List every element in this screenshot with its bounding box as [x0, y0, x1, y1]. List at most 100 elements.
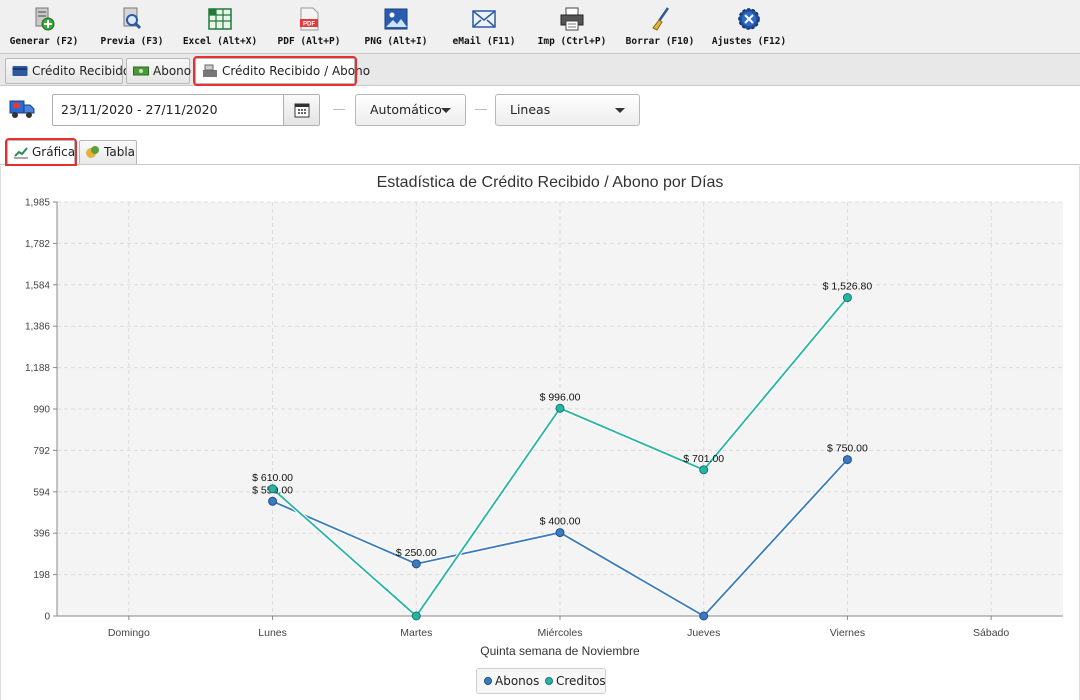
line-chart: Estadística de Crédito Recibido / Abono … — [25, 174, 1063, 658]
y-tick-label: 396 — [33, 529, 50, 540]
tab-credito-abono-label: Crédito Recibido / Abono — [222, 64, 371, 78]
settings-button[interactable]: Ajustes (F12) — [708, 2, 790, 52]
gear-icon — [738, 8, 760, 30]
excel-icon — [208, 8, 232, 30]
excel-label: Excel (Alt+X) — [182, 36, 258, 47]
print-label: Imp (Ctrl+P) — [537, 36, 607, 47]
legend-label-creditos: Creditos — [556, 674, 606, 688]
data-point-abonos — [842, 455, 852, 465]
generate-button[interactable]: Generar (F2) — [4, 2, 84, 52]
chart-type-select[interactable]: Lineas — [495, 94, 640, 126]
mode-select[interactable]: Automático — [355, 94, 466, 126]
png-image-icon — [384, 8, 408, 30]
chart-legend: Abonos Creditos — [476, 668, 606, 694]
legend-label-abonos: Abonos — [495, 674, 540, 688]
chart-type-select-value: Lineas — [510, 102, 551, 117]
broom-icon — [652, 7, 670, 31]
pdf-button[interactable]: PDF PDF (Alt+P) — [270, 2, 348, 52]
y-tick-label: 792 — [33, 446, 50, 457]
y-tick-label: 1,188 — [25, 363, 50, 374]
y-tick-label: 1,985 — [25, 198, 50, 209]
money-icon — [133, 66, 149, 76]
calendar-icon — [294, 103, 310, 118]
line-chart-icon — [14, 147, 28, 159]
data-point-abonos — [411, 559, 421, 569]
data-label-abonos: $ 750.00 — [827, 443, 868, 455]
data-point-creditos — [268, 484, 278, 494]
data-label-abonos: $ 400.00 — [540, 516, 581, 528]
mode-select-value: Automático — [370, 102, 442, 117]
separator — [475, 109, 487, 110]
table-icon — [86, 146, 99, 158]
tab-abono[interactable]: Abono — [126, 58, 192, 84]
card-icon — [12, 66, 28, 76]
data-point-creditos — [842, 293, 852, 303]
cash-register-icon — [203, 64, 217, 77]
tab-abono-label: Abono — [153, 64, 192, 78]
settings-label: Ajustes (F12) — [711, 36, 787, 47]
legend-dot-creditos — [545, 677, 553, 685]
y-tick-label: 594 — [33, 487, 50, 498]
legend-item-creditos: Creditos — [543, 669, 606, 693]
view-tabs: Gráfica Tabla — [0, 138, 1080, 166]
x-tick-label: Domingo — [108, 627, 150, 639]
tab-grafica-label: Gráfica — [32, 145, 76, 159]
png-button[interactable]: PNG (Alt+I) — [356, 2, 436, 52]
x-tick-label: Viernes — [830, 627, 865, 639]
chevron-down-icon — [441, 108, 451, 113]
tab-grafica[interactable]: Gráfica — [5, 138, 77, 166]
x-axis-title: Quinta semana de Noviembre — [480, 644, 640, 658]
excel-button[interactable]: Excel (Alt+X) — [180, 2, 260, 52]
data-point-creditos — [411, 611, 421, 621]
printer-icon — [560, 7, 584, 31]
delivery-truck-icon — [9, 100, 35, 118]
data-label-creditos: $ 1,526.80 — [823, 281, 873, 293]
data-label-creditos: $ 610.00 — [252, 472, 293, 484]
tab-tabla[interactable]: Tabla — [79, 140, 137, 164]
y-tick-label: 1,386 — [25, 322, 50, 333]
pdf-label: PDF (Alt+P) — [277, 36, 341, 47]
clear-button[interactable]: Borrar (F10) — [620, 2, 700, 52]
x-tick-label: Lunes — [258, 627, 287, 639]
email-label: eMail (F11) — [452, 36, 516, 47]
data-label-creditos: $ 996.00 — [540, 391, 581, 403]
clear-label: Borrar (F10) — [625, 36, 695, 47]
chart-panel: Estadística de Crédito Recibido / Abono … — [0, 166, 1080, 700]
date-range-field[interactable]: 23/11/2020 - 27/11/2020 — [52, 94, 320, 126]
data-label-abonos: $ 250.00 — [396, 547, 437, 559]
data-point-creditos — [699, 465, 709, 475]
tab-tabla-label: Tabla — [104, 145, 136, 159]
y-tick-label: 990 — [33, 405, 50, 416]
chart-title: Estadística de Crédito Recibido / Abono … — [377, 174, 724, 191]
tab-credito-abono[interactable]: Crédito Recibido / Abono — [193, 56, 370, 86]
separator — [333, 109, 345, 110]
data-point-abonos — [268, 496, 278, 506]
chevron-down-icon — [615, 108, 625, 113]
pdf-icon: PDF — [300, 7, 319, 31]
tab-credito-recibido[interactable]: Crédito Recibido — [5, 58, 130, 84]
tab-credito-recibido-label: Crédito Recibido — [32, 64, 131, 78]
svg-text:PDF: PDF — [303, 22, 315, 28]
filter-bar: 23/11/2020 - 27/11/2020 Automático Linea… — [0, 86, 1080, 138]
x-tick-label: Martes — [400, 627, 432, 639]
legend-item-abonos: Abonos — [482, 669, 539, 693]
y-tick-label: 198 — [33, 570, 50, 581]
main-toolbar: Generar (F2) Previa (F3) Excel (Alt+X) P… — [0, 0, 1080, 54]
email-button[interactable]: eMail (F11) — [444, 2, 524, 52]
calendar-button[interactable] — [283, 95, 319, 125]
y-tick-label: 1,782 — [25, 239, 50, 250]
png-label: PNG (Alt+I) — [364, 36, 428, 47]
data-label-creditos: $ 701.00 — [683, 453, 724, 465]
preview-button[interactable]: Previa (F3) — [92, 2, 172, 52]
generate-icon — [35, 7, 55, 31]
generate-label: Generar (F2) — [9, 36, 79, 47]
data-point-abonos — [699, 611, 709, 621]
report-tabs: Crédito Recibido Abono Crédito Recibido … — [0, 54, 1080, 86]
data-point-abonos — [555, 528, 565, 538]
y-tick-label: 0 — [44, 612, 50, 623]
date-range-value: 23/11/2020 - 27/11/2020 — [61, 102, 218, 117]
print-button[interactable]: Imp (Ctrl+P) — [532, 2, 612, 52]
x-tick-label: Sábado — [973, 627, 1009, 639]
data-point-creditos — [555, 403, 565, 413]
